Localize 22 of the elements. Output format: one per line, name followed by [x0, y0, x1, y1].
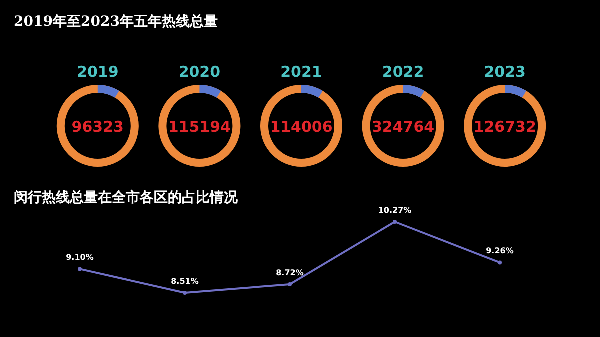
point [78, 267, 82, 272]
data-label: 10.27% [378, 206, 412, 215]
data-label: 9.10% [66, 253, 94, 262]
data-label: 8.72% [276, 268, 304, 278]
data-label: 8.51% [171, 277, 199, 286]
point [393, 220, 397, 224]
text: 114006 [270, 118, 333, 136]
text: 2019年至2023年五年热线总量 [14, 14, 218, 30]
point [183, 291, 187, 295]
text: 96323 [72, 118, 124, 136]
data-label: 9.26% [486, 246, 514, 256]
chart-title: 闵行热线总量在全市各区的占比情况 [14, 189, 239, 206]
text: 2021 [280, 63, 322, 81]
text: 324764 [372, 118, 435, 136]
point [498, 260, 502, 265]
text: 115194 [168, 118, 232, 136]
text: 2023 [484, 63, 526, 81]
text: 2022 [382, 63, 424, 81]
text: 126732 [474, 118, 536, 136]
text: 2020 [178, 63, 221, 81]
text: 2019 [77, 63, 119, 81]
point [288, 282, 292, 287]
